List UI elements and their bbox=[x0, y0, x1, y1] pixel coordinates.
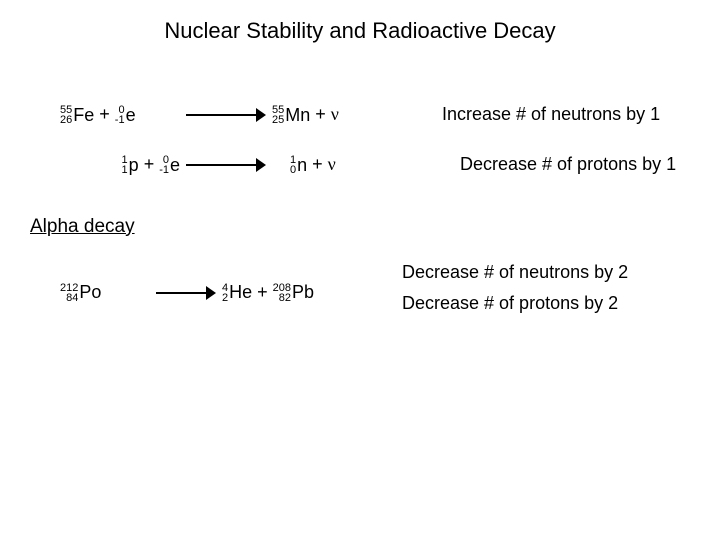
plus: + bbox=[310, 104, 331, 124]
nuclide-fe55: 5526Fe bbox=[60, 104, 94, 126]
eq3-desc-line1: Decrease # of neutrons by 2 bbox=[402, 262, 628, 283]
eq3-desc-line2: Decrease # of protons by 2 bbox=[402, 293, 628, 314]
eq3-products: 42He + 20882Pb bbox=[222, 282, 372, 304]
eq1-products: 5525Mn + ν bbox=[272, 104, 412, 126]
nuclide-p: 11p bbox=[122, 154, 139, 176]
section-alpha-decay: Alpha decay bbox=[30, 216, 720, 238]
eq1-reactants: 5526Fe + 0-1e bbox=[60, 104, 180, 126]
nuclide-electron: 0-1e bbox=[159, 154, 180, 176]
equation-1: 5526Fe + 0-1e 5525Mn + ν Increase # of n… bbox=[60, 104, 720, 126]
eq3-reactants: 21284Po bbox=[60, 282, 150, 304]
plus: + bbox=[139, 154, 160, 174]
arrow-icon bbox=[186, 108, 266, 122]
plus: + bbox=[252, 282, 273, 302]
nuclide-pb208: 20882Pb bbox=[273, 282, 314, 304]
neutrino: ν bbox=[328, 154, 336, 174]
neutrino: ν bbox=[331, 104, 339, 124]
plus: + bbox=[94, 104, 115, 124]
eq2-products: 10n + ν bbox=[272, 154, 430, 176]
content-area: 5526Fe + 0-1e 5525Mn + ν Increase # of n… bbox=[0, 104, 720, 324]
nuclide-mn55: 5525Mn bbox=[272, 104, 310, 126]
nuclide-po212: 21284Po bbox=[60, 282, 101, 304]
nuclide-electron: 0-1e bbox=[115, 104, 136, 126]
eq1-description: Increase # of neutrons by 1 bbox=[442, 104, 660, 125]
eq3-description: Decrease # of neutrons by 2 Decrease # o… bbox=[402, 262, 628, 324]
page-title: Nuclear Stability and Radioactive Decay bbox=[0, 0, 720, 44]
eq2-reactants: 11p + 0-1e bbox=[60, 154, 180, 176]
equation-2: 11p + 0-1e 10n + ν Decrease # of protons… bbox=[60, 154, 720, 176]
arrow-icon bbox=[156, 286, 216, 300]
plus: + bbox=[307, 154, 328, 174]
nuclide-he4: 42He bbox=[222, 282, 252, 304]
arrow-icon bbox=[186, 158, 266, 172]
equation-3: 21284Po 42He + 20882Pb Decrease # of neu… bbox=[60, 262, 720, 324]
nuclide-n: 10n bbox=[290, 154, 307, 176]
eq2-description: Decrease # of protons by 1 bbox=[460, 154, 676, 175]
